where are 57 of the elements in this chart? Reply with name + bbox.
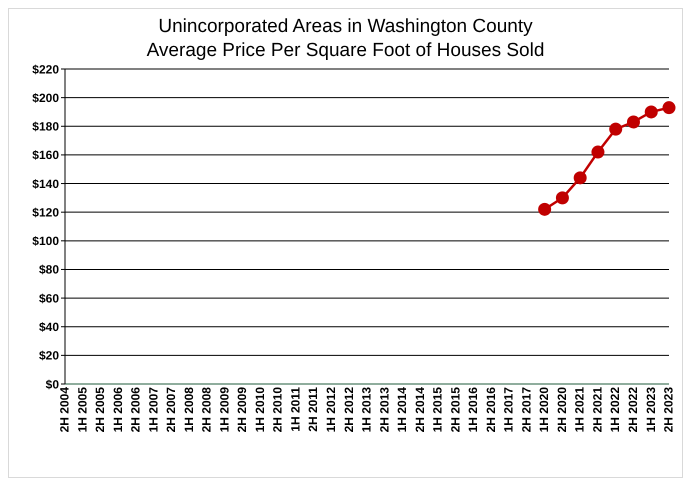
x-tick-label: 2H 2016 xyxy=(484,386,498,432)
x-tick-label: 1H 2023 xyxy=(644,386,658,432)
x-tick-label: 2H 2015 xyxy=(448,386,462,432)
x-tick-label: 1H 2009 xyxy=(217,386,232,432)
y-tick-label: $120 xyxy=(32,205,60,220)
y-tick-label: $20 xyxy=(38,348,60,363)
y-tick-label: $140 xyxy=(32,176,60,191)
x-tick-label: 1H 2022 xyxy=(608,386,622,432)
y-tick-label: $40 xyxy=(38,320,60,334)
y-tick-label: $60 xyxy=(38,291,60,306)
x-tick-label: 2H 2023 xyxy=(662,386,676,432)
x-tick-label: 1H 2013 xyxy=(360,386,374,432)
x-tick-label: 1H 2021 xyxy=(572,386,587,432)
x-tick-label: 1H 2011 xyxy=(288,386,302,432)
x-tick-label: 1H 2020 xyxy=(537,386,552,432)
x-tick-label: 2H 2008 xyxy=(200,386,214,432)
x-tick-label: 2H 2017 xyxy=(519,386,534,432)
point xyxy=(591,146,604,159)
x-tick-label: 2H 2011 xyxy=(306,386,320,432)
x-tick-label: 1H 2010 xyxy=(252,386,267,432)
point xyxy=(609,122,622,136)
x-tick-label: 2H 2013 xyxy=(377,386,392,432)
x-tick-label: 1H 2016 xyxy=(466,386,480,432)
y-tick-label: $160 xyxy=(32,148,60,162)
x-tick-label: 1H 2017 xyxy=(502,386,516,432)
x-tick-label: 2H 2020 xyxy=(554,386,569,432)
x-tick-label: 2H 2005 xyxy=(93,386,108,432)
x-tick-label: 1H 2008 xyxy=(182,386,196,432)
chart-title: Unincorporated Areas in Washington County xyxy=(157,15,534,39)
x-tick-label: 2H 2006 xyxy=(128,386,143,432)
y-tick-label: $200 xyxy=(32,90,60,105)
x-tick-label: 1H 2006 xyxy=(110,386,125,432)
x-tick-label: 1H 2007 xyxy=(146,386,160,432)
x-tick-label: 2H 2004 xyxy=(58,386,72,432)
point xyxy=(574,171,587,184)
chart-subtitle: Average Price Per Square Foot of Houses Sold xyxy=(146,39,546,63)
point xyxy=(662,101,676,114)
x-tick-label: 2H 2012 xyxy=(342,386,356,432)
x-tick-label: 2H 2022 xyxy=(626,386,640,432)
y-tick-label: $0 xyxy=(46,377,60,392)
x-tick-label: 2H 2021 xyxy=(590,386,604,432)
point xyxy=(644,105,658,118)
x-tick-label: 2H 2009 xyxy=(235,386,250,432)
point xyxy=(626,115,640,128)
x-tick-label: 1H 2015 xyxy=(430,386,445,432)
y-tick-label: $100 xyxy=(32,234,60,248)
point xyxy=(556,191,569,204)
y-tick-label: $80 xyxy=(38,262,60,277)
x-tick-label: 2H 2010 xyxy=(270,386,285,432)
y-tick-label: $180 xyxy=(32,120,60,134)
y-tick-label: $220 xyxy=(32,62,60,76)
point xyxy=(538,202,552,216)
x-tick-label: 2H 2007 xyxy=(164,386,178,432)
x-tick-label: 1H 2012 xyxy=(324,386,338,432)
x-tick-label: 1H 2014 xyxy=(395,386,410,432)
x-tick-label: 2H 2014 xyxy=(412,386,427,432)
x-tick-label: 1H 2005 xyxy=(75,386,90,432)
